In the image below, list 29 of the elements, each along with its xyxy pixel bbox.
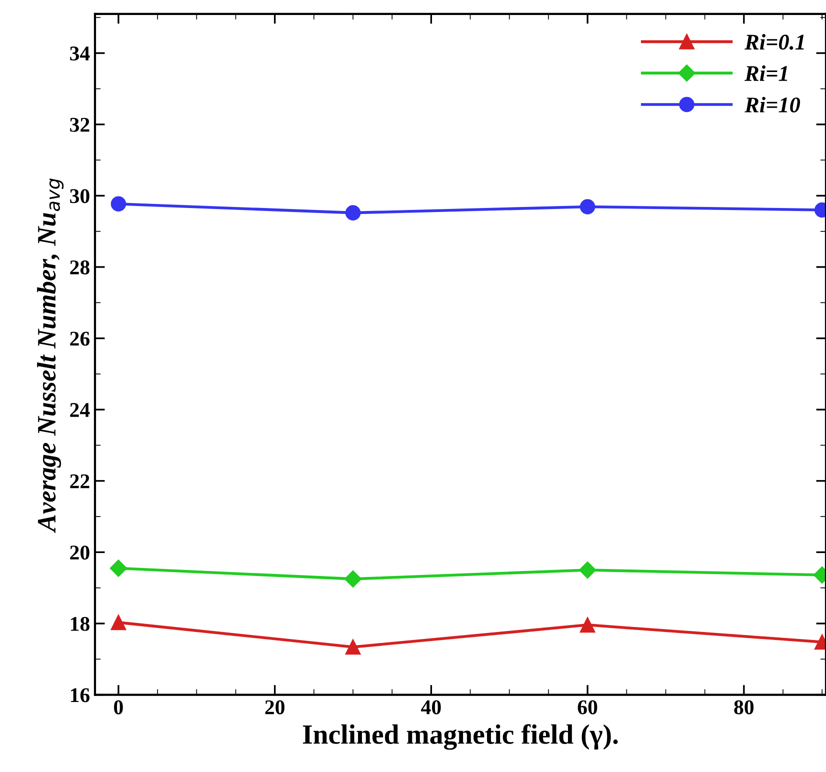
y-tick-label: 28 [70, 260, 90, 274]
x-tick-label: 0 [114, 700, 123, 714]
y-tick-label: 20 [70, 546, 90, 560]
y-tick-label: 26 [70, 332, 90, 346]
y-tick-label: 22 [70, 474, 90, 488]
y-tick-label: 34 [70, 46, 90, 61]
point [580, 199, 596, 214]
legend-label: Ri=10 [744, 96, 800, 112]
point [580, 617, 596, 633]
y-tick-label: 24 [70, 403, 90, 417]
point [345, 639, 361, 655]
x-tick-label: 60 [578, 700, 598, 714]
y-axis-title: Average Nusselt Number, Nu$_{avg}$ [37, 178, 64, 534]
point [344, 570, 362, 588]
point [110, 196, 126, 212]
y-tick-label: 30 [70, 189, 90, 204]
x-axis-title: Inclined magnetic field (γ). [302, 724, 618, 750]
point [110, 614, 126, 630]
x-tick-label: 80 [734, 700, 754, 714]
legend-label: Ri=0.1 [744, 34, 804, 50]
point [578, 561, 596, 579]
y-tick-label: 18 [70, 616, 90, 631]
x-tick-label: 20 [265, 700, 284, 714]
y-tick-label: 32 [70, 118, 90, 132]
legend-label: Ri=1 [744, 65, 788, 81]
point [345, 205, 361, 220]
x-tick-label: 40 [421, 700, 441, 714]
y-tick-label: 16 [70, 688, 90, 702]
point [110, 560, 127, 577]
